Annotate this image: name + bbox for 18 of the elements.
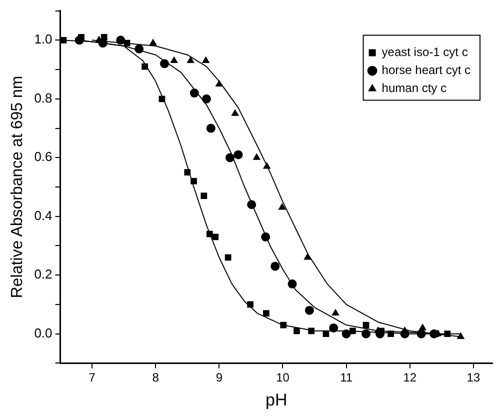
x-tick-label: 13 — [466, 370, 480, 385]
y-tick-label: 0.2 — [34, 266, 52, 282]
x-tick-label: 12 — [403, 370, 417, 385]
y-tick-label: 0.6 — [34, 149, 52, 164]
y-axis-title: Relative Absorbance at 695 nm — [9, 76, 26, 298]
y-tick-label: 0.8 — [34, 90, 52, 106]
x-tick-label: 7 — [88, 370, 96, 385]
legend-label: yeast iso-1 cyt c — [382, 45, 468, 60]
legend-label: horse heart cyt c — [382, 63, 471, 78]
y-tick-label: 1.0 — [34, 32, 52, 47]
y-tick-label: 0.4 — [34, 208, 52, 223]
x-tick-label: 10 — [276, 370, 290, 385]
legend-label: human cty c — [382, 81, 446, 96]
x-tick-label: 8 — [152, 370, 160, 385]
y-tick-label: 0.0 — [34, 325, 52, 340]
x-axis-title: pH — [266, 390, 288, 410]
x-tick-label: 9 — [216, 370, 223, 385]
x-tick-label: 11 — [340, 370, 353, 385]
